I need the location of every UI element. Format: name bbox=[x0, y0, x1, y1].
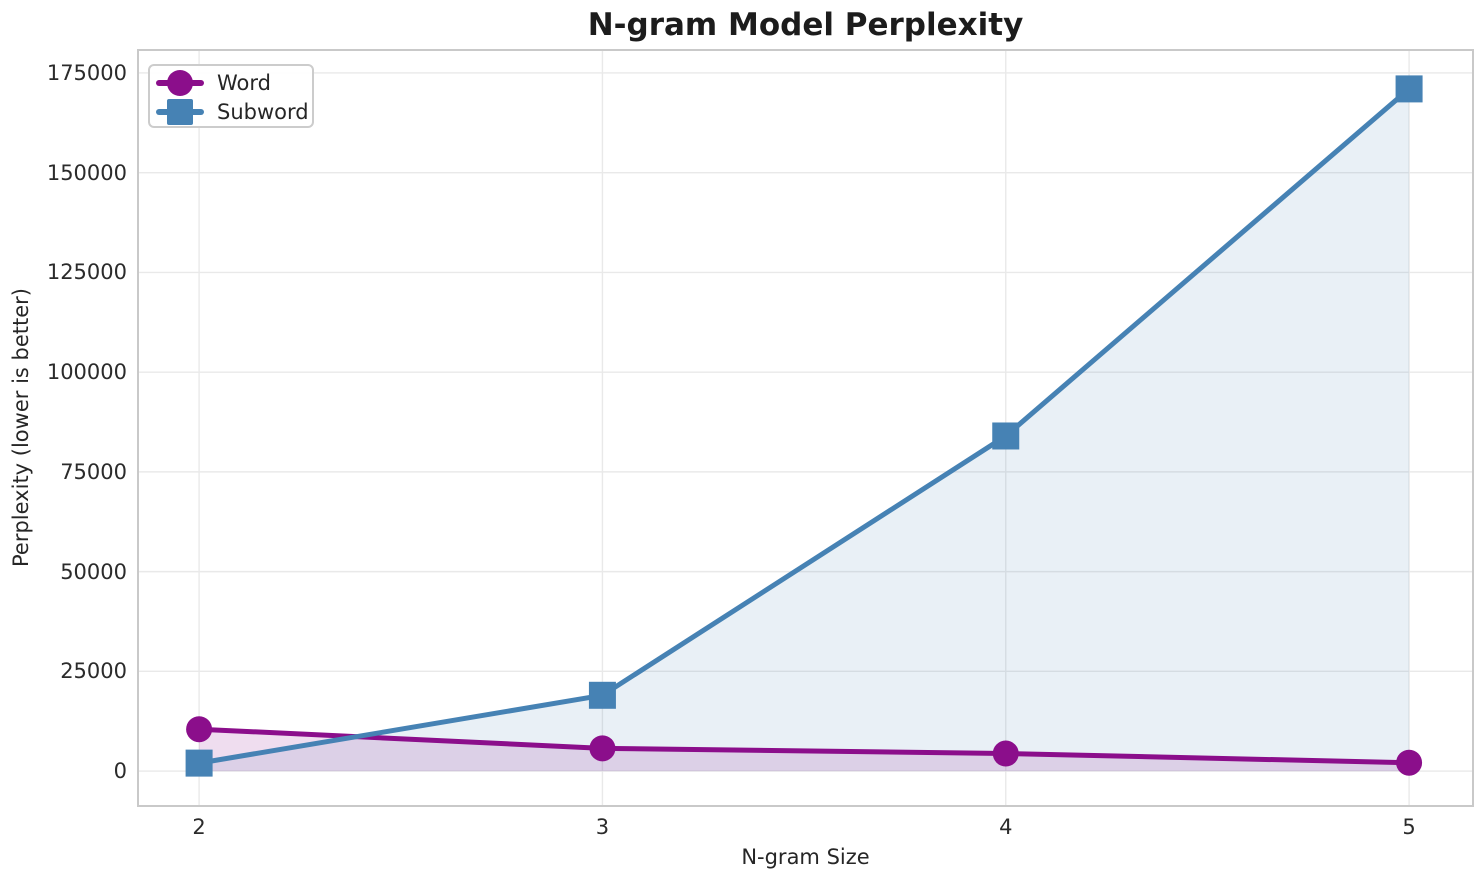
word-data-point bbox=[992, 740, 1019, 767]
word-data-point bbox=[589, 735, 616, 762]
legend-label-subword: Subword bbox=[217, 99, 309, 124]
subword-data-point bbox=[1395, 75, 1423, 103]
x-tick-label: 3 bbox=[595, 815, 610, 839]
word-data-point bbox=[186, 716, 213, 743]
y-tick-label: 0 bbox=[113, 759, 127, 784]
subword-data-point bbox=[588, 681, 616, 709]
legend-item-word: Word bbox=[156, 68, 312, 97]
x-tick-label: 4 bbox=[999, 815, 1013, 839]
y-tick-label: 50000 bbox=[60, 559, 127, 584]
subword-line bbox=[196, 86, 1412, 766]
x-tick-label: 5 bbox=[1402, 815, 1416, 839]
legend-item-subword: Subword bbox=[156, 97, 312, 126]
subword-area-fill bbox=[199, 88, 1410, 772]
y-tick-label: 25000 bbox=[60, 659, 127, 684]
chart-title: N-gram Model Perplexity bbox=[587, 7, 1024, 43]
y-tick-label: 75000 bbox=[60, 459, 127, 484]
word-line bbox=[196, 726, 1412, 766]
y-tick-label: 100000 bbox=[46, 360, 127, 385]
legend: Word Subword bbox=[148, 64, 314, 128]
y-tick-label: 175000 bbox=[46, 60, 127, 85]
y-tick-label: 150000 bbox=[46, 160, 127, 185]
plot-canvas bbox=[139, 51, 1472, 805]
subword-series-sample bbox=[156, 98, 204, 125]
word-circle-marker-icon bbox=[167, 69, 193, 96]
subword-data-point bbox=[185, 749, 213, 777]
word-series-sample bbox=[156, 69, 204, 96]
word-data-point bbox=[1396, 749, 1423, 776]
word-area-fill bbox=[199, 729, 1410, 772]
x-axis-title: N-gram Size bbox=[741, 845, 870, 869]
subword-square-marker-icon bbox=[167, 98, 193, 125]
x-tick-label: 2 bbox=[192, 815, 206, 839]
y-tick-label: 125000 bbox=[46, 260, 127, 285]
plot-area: Word Subword bbox=[137, 49, 1474, 807]
legend-label-word: Word bbox=[217, 70, 271, 95]
subword-data-point bbox=[992, 422, 1020, 450]
